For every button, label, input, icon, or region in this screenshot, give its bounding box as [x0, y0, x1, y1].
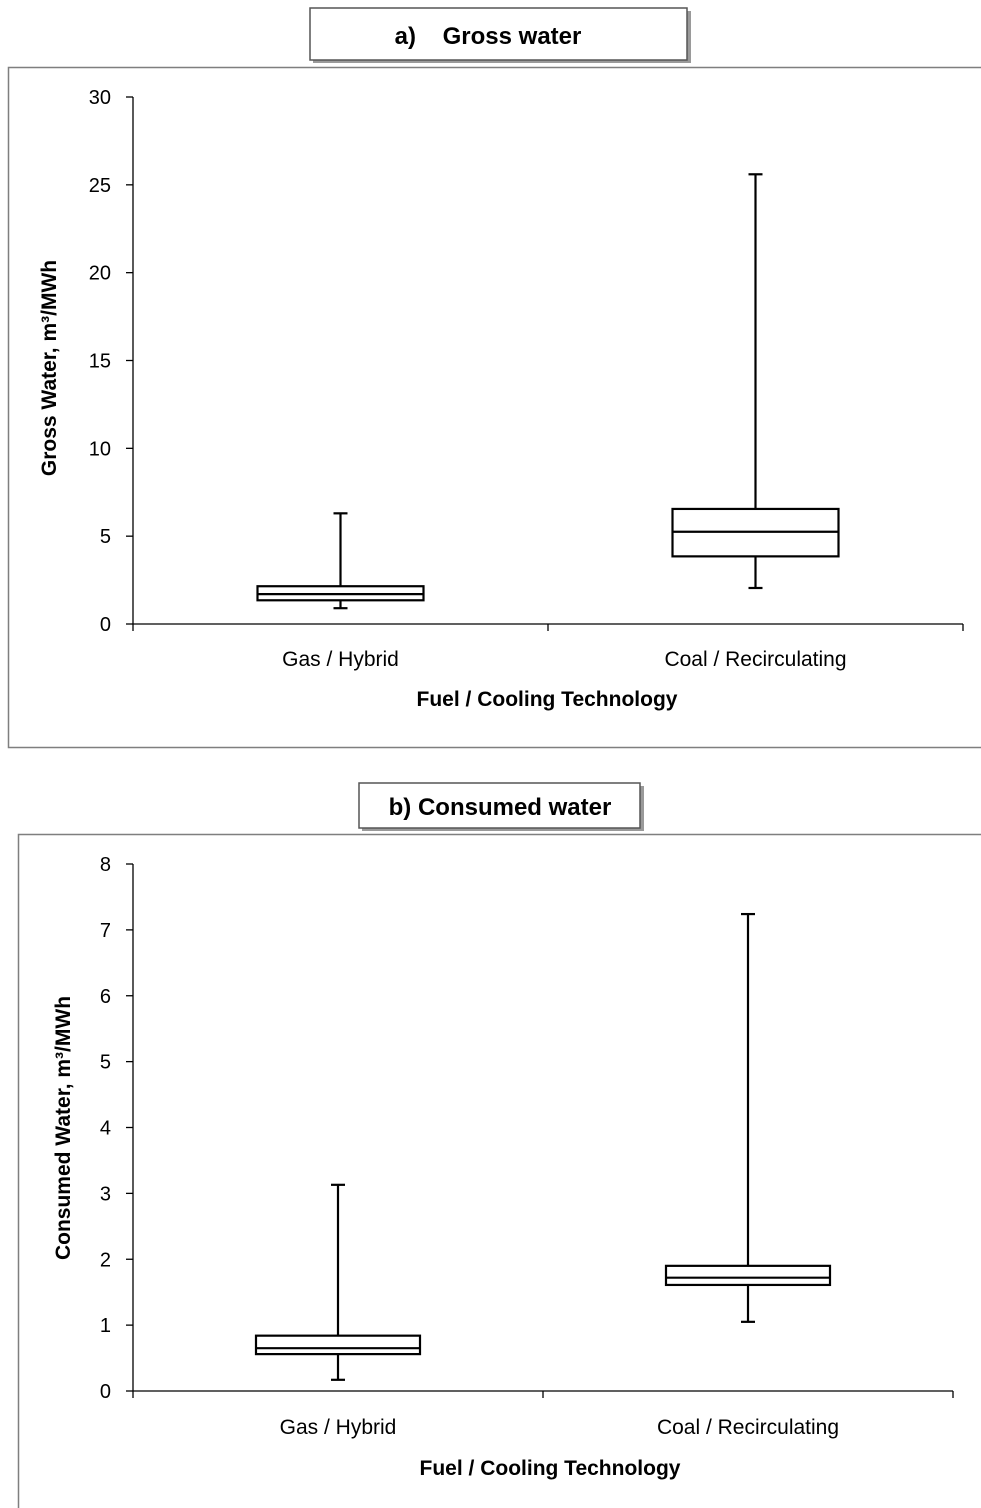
chart-b-iqr-box: [254, 1334, 422, 1356]
chart-a-boxes: [256, 173, 840, 610]
chart-b-ytick-label: 7: [100, 920, 111, 942]
chart-b-ytick-label: 5: [100, 1052, 111, 1074]
chart-b-title-box: b) Consumed water: [358, 782, 644, 831]
chart-a-ytick-label: 5: [100, 526, 111, 548]
chart-a-box-0: [256, 512, 425, 610]
chart-b-yaxis: 0 1 2 3 4 5 6 7 8: [100, 854, 134, 1403]
chart-a-xaxis: Gas / Hybrid Coal / Recirculating: [132, 623, 964, 671]
chart-a-frame: [7, 66, 981, 749]
chart-a-title-box: a) Gross water: [309, 7, 691, 63]
chart-a-title: a) Gross water: [395, 23, 582, 50]
chart-a-ylabel: Gross Water, m³/MWh: [38, 260, 61, 476]
chart-b-box-1: [664, 912, 832, 1323]
chart-b-ytick-label: 3: [100, 1183, 111, 1205]
chart-a-ytick-label: 10: [89, 438, 111, 460]
chart-b-iqr-box: [664, 1264, 832, 1287]
chart-a-box-1: [671, 173, 840, 590]
chart-b-xaxis: Gas / Hybrid Coal / Recirculating: [132, 1390, 954, 1439]
chart-a-ytick-label: 15: [89, 351, 111, 373]
chart-a-ytick-label: 0: [100, 614, 111, 636]
chart-b-ytick-label: 4: [100, 1118, 111, 1140]
chart-b-ytick-label: 2: [100, 1249, 111, 1271]
chart-a-ytick-label: 20: [89, 263, 111, 285]
chart-panel-a: a) Gross water Gross Water, m³/MWh Fuel …: [7, 7, 981, 749]
chart-a-yaxis: 0 5 10 15 20 25 30: [89, 87, 134, 636]
chart-a-ytick-label: 25: [89, 175, 111, 197]
chart-b-ylabel: Consumed Water, m³/MWh: [52, 996, 75, 1260]
chart-a-category-label: Coal / Recirculating: [664, 648, 846, 671]
chart-b-category-label: Gas / Hybrid: [280, 1416, 397, 1439]
chart-b-title: b) Consumed water: [389, 794, 612, 821]
chart-a-ytick-label: 30: [89, 87, 111, 109]
chart-b-ytick-label: 1: [100, 1315, 111, 1337]
chart-b-box-0: [254, 1183, 422, 1381]
chart-panel-b: b) Consumed water Consumed Water, m³/MWh…: [17, 782, 981, 1508]
chart-b-frame: [17, 833, 981, 1508]
chart-b-xlabel: Fuel / Cooling Technology: [420, 1457, 681, 1480]
chart-b-category-label: Coal / Recirculating: [657, 1416, 839, 1439]
chart-b-boxes: [254, 912, 832, 1381]
chart-b-ytick-label: 8: [100, 854, 111, 876]
chart-a-xlabel: Fuel / Cooling Technology: [417, 688, 678, 711]
chart-b-ytick-label: 6: [100, 986, 111, 1008]
chart-b-ytick-label: 0: [100, 1381, 111, 1403]
chart-a-category-label: Gas / Hybrid: [282, 648, 399, 671]
